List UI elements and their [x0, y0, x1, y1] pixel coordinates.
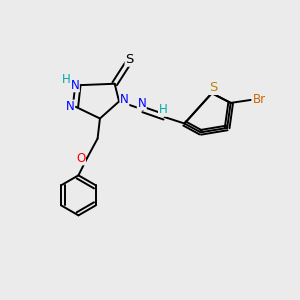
Text: H: H [62, 74, 71, 86]
Text: N: N [70, 79, 79, 92]
Text: Br: Br [252, 93, 266, 106]
Text: H: H [159, 103, 167, 116]
Text: S: S [209, 81, 218, 94]
Text: N: N [66, 100, 75, 113]
Text: S: S [125, 53, 134, 66]
Text: O: O [76, 152, 86, 165]
Text: N: N [120, 93, 129, 106]
Text: N: N [137, 97, 146, 110]
